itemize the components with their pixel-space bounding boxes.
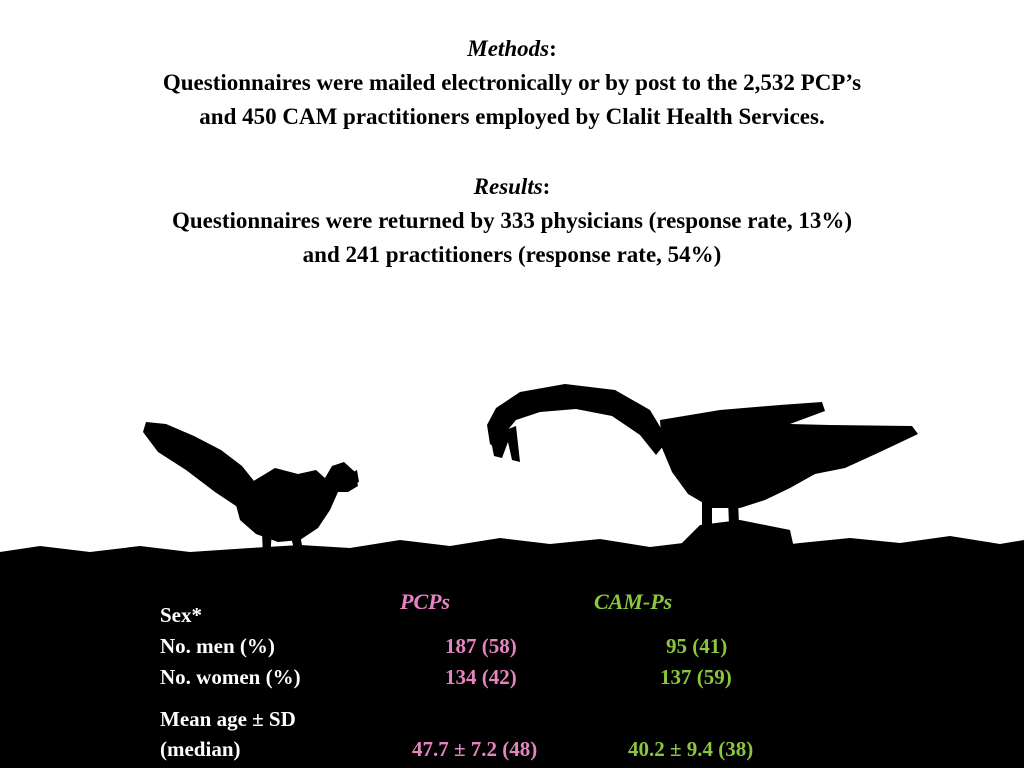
small-bird-body [236,462,358,542]
ground-silhouette [0,536,1024,768]
large-bird-legs [702,498,740,550]
cam-age-value: 40.2 ± 9.4 (38) [628,737,754,761]
cam-column-header: CAM-Ps [594,589,673,614]
methods-line-1: Questionnaires were mailed electronicall… [162,70,862,95]
methods-line-2: and 450 CAM practitioners employed by Cl… [199,104,825,129]
small-bird-beak [346,470,359,486]
age-label: Mean age ± SD [160,707,296,731]
large-bird-neck [487,384,668,455]
pcp-men-value: 187 (58) [445,634,517,658]
results-section: Results: Questionnaires were returned by… [0,170,1024,272]
pcp-women-value: 134 (42) [445,665,517,689]
women-label: No. women (%) [160,665,301,689]
cam-men-value: 95 (41) [666,634,728,658]
pcp-column-header: PCPs [400,589,451,614]
small-bird-legs [262,530,305,560]
small-bird-tail [143,422,262,512]
sex-label: Sex* [160,603,202,627]
large-bird-beak [490,426,520,462]
results-heading: Results: [473,174,551,199]
results-line-1: Questionnaires were returned by 333 phys… [172,208,852,233]
methods-section: Methods: Questionnaires were mailed elec… [0,32,1024,134]
methods-heading: Methods: [467,36,557,61]
cam-women-value: 137 (59) [660,665,732,689]
results-line-2: and 241 practitioners (response rate, 54… [302,242,722,267]
large-bird-body [660,402,918,508]
pcp-age-value: 47.7 ± 7.2 (48) [412,737,538,761]
age-median-label: (median) [160,737,241,761]
rock-silhouette [680,520,800,580]
men-label: No. men (%) [160,634,275,658]
